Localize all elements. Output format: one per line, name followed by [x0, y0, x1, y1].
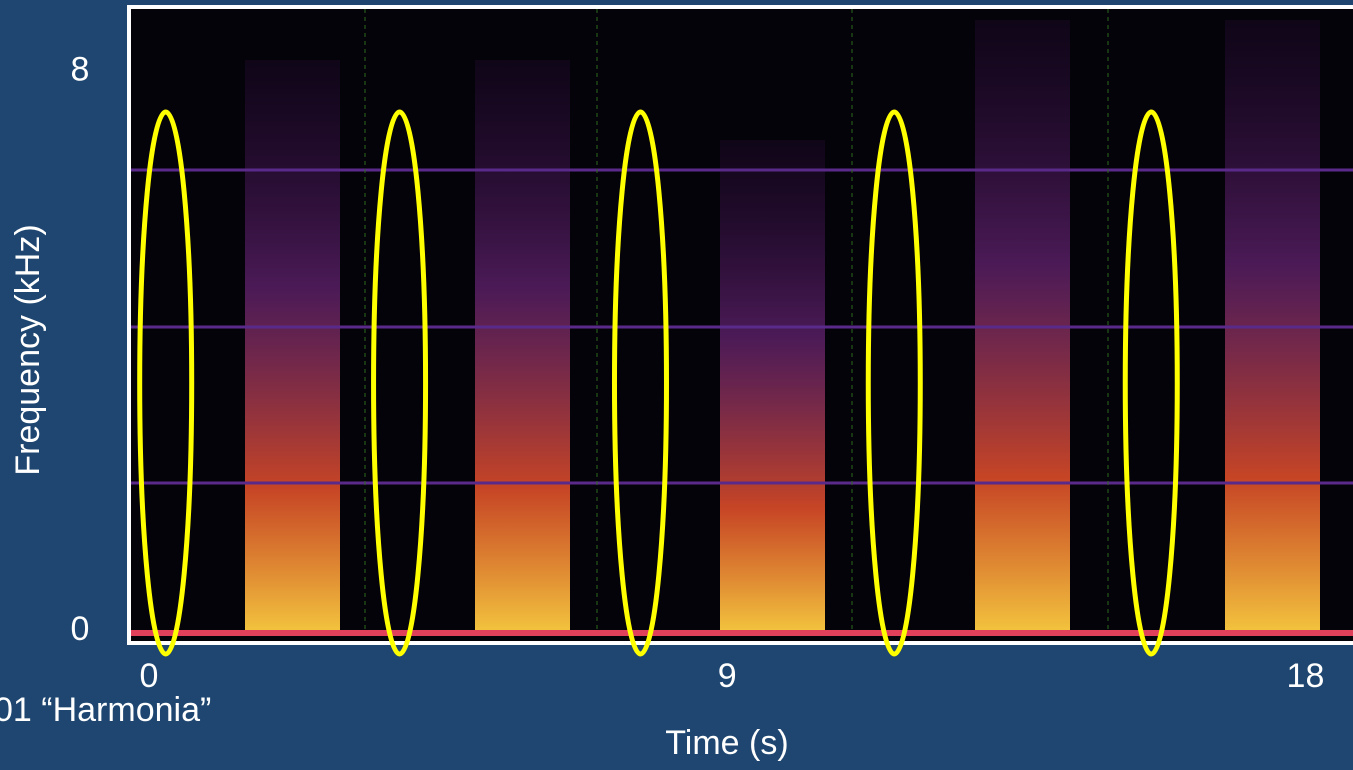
spectrogram-texture — [131, 9, 1353, 636]
x-tick-label: 9 — [718, 657, 737, 695]
highlight-ellipse — [137, 109, 195, 657]
highlight-ellipse — [1122, 109, 1180, 657]
highlight-ellipse — [611, 109, 669, 657]
y-axis-label: Frequency (kHz) — [9, 224, 47, 475]
highlight-ellipse — [371, 109, 429, 657]
y-tick-label: 0 — [71, 610, 90, 648]
y-tick-label: 8 — [71, 50, 90, 88]
x-tick-label: 18 — [1287, 657, 1325, 695]
annotation: 01 “Harmonia” — [0, 691, 211, 729]
highlight-ellipse — [865, 109, 923, 657]
x-axis-label: Time (s) — [665, 724, 788, 762]
x-tick-label: 0 — [140, 657, 159, 695]
